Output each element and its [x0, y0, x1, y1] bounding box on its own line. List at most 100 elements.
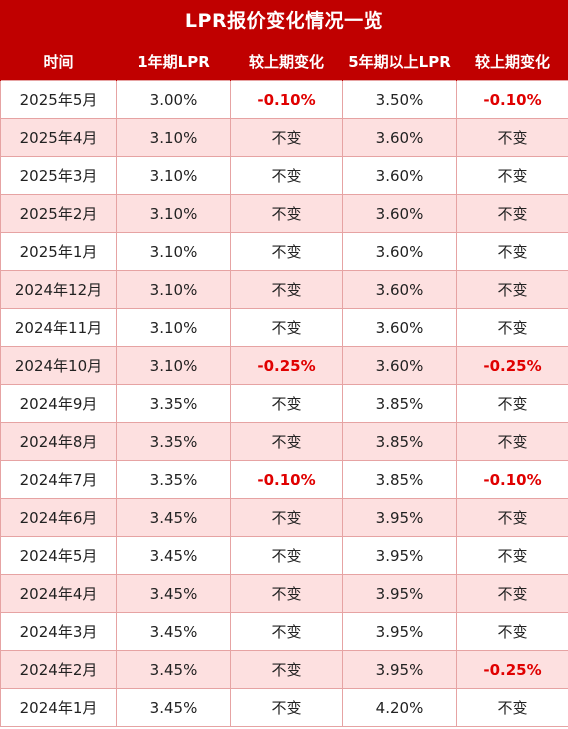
cell-change5: 不变 — [456, 498, 568, 537]
cell-lpr1: 3.45% — [116, 536, 231, 575]
cell-change5: 不变 — [456, 574, 568, 613]
cell-change1: 不变 — [230, 574, 343, 613]
cell-date: 2024年7月 — [0, 460, 117, 499]
cell-lpr1: 3.10% — [116, 270, 231, 309]
cell-change5: -0.25% — [456, 346, 568, 385]
cell-lpr5: 3.60% — [342, 346, 457, 385]
cell-lpr5: 3.50% — [342, 80, 457, 119]
cell-date: 2025年4月 — [0, 118, 117, 157]
header-change5: 较上期变化 — [456, 42, 568, 81]
cell-lpr1: 3.45% — [116, 574, 231, 613]
cell-change5: -0.10% — [456, 80, 568, 119]
cell-change1: 不变 — [230, 270, 343, 309]
table-row: 2024年9月 3.35% 不变 3.85% 不变 — [0, 384, 568, 423]
cell-lpr5: 3.95% — [342, 498, 457, 537]
cell-date: 2024年12月 — [0, 270, 117, 309]
cell-lpr5: 3.95% — [342, 650, 457, 689]
cell-change1: -0.10% — [230, 460, 343, 499]
cell-change5: 不变 — [456, 232, 568, 271]
cell-date: 2024年5月 — [0, 536, 117, 575]
cell-change1: 不变 — [230, 118, 343, 157]
cell-change5: 不变 — [456, 422, 568, 461]
cell-date: 2025年2月 — [0, 194, 117, 233]
table-row: 2024年8月 3.35% 不变 3.85% 不变 — [0, 422, 568, 461]
table-row: 2025年2月 3.10% 不变 3.60% 不变 — [0, 194, 568, 233]
cell-date: 2025年3月 — [0, 156, 117, 195]
cell-change1: 不变 — [230, 688, 343, 727]
table-row: 2024年5月 3.45% 不变 3.95% 不变 — [0, 536, 568, 575]
header-lpr1: 1年期LPR — [116, 42, 231, 81]
table-row: 2024年12月 3.10% 不变 3.60% 不变 — [0, 270, 568, 309]
cell-lpr1: 3.35% — [116, 384, 231, 423]
cell-lpr5: 3.60% — [342, 156, 457, 195]
cell-change5: 不变 — [456, 536, 568, 575]
table-row: 2024年3月 3.45% 不变 3.95% 不变 — [0, 612, 568, 651]
cell-change5: 不变 — [456, 270, 568, 309]
cell-date: 2024年4月 — [0, 574, 117, 613]
cell-date: 2024年6月 — [0, 498, 117, 537]
cell-lpr1: 3.10% — [116, 156, 231, 195]
cell-date: 2024年10月 — [0, 346, 117, 385]
cell-lpr1: 3.10% — [116, 308, 231, 347]
cell-lpr5: 3.95% — [342, 612, 457, 651]
cell-change5: 不变 — [456, 194, 568, 233]
cell-date: 2024年9月 — [0, 384, 117, 423]
cell-lpr1: 3.10% — [116, 118, 231, 157]
table-row: 2024年1月 3.45% 不变 4.20% 不变 — [0, 688, 568, 727]
cell-lpr5: 3.85% — [342, 384, 457, 423]
cell-lpr5: 3.60% — [342, 118, 457, 157]
table-row: 2024年4月 3.45% 不变 3.95% 不变 — [0, 574, 568, 613]
cell-change1: 不变 — [230, 156, 343, 195]
table-title: LPR报价变化情况一览 — [0, 0, 568, 42]
table-row: 2025年4月 3.10% 不变 3.60% 不变 — [0, 118, 568, 157]
table-row: 2025年1月 3.10% 不变 3.60% 不变 — [0, 232, 568, 271]
cell-date: 2024年1月 — [0, 688, 117, 727]
table-row: 2024年10月 3.10% -0.25% 3.60% -0.25% — [0, 346, 568, 385]
cell-change5: 不变 — [456, 118, 568, 157]
cell-lpr1: 3.35% — [116, 422, 231, 461]
header-lpr5: 5年期以上LPR — [342, 42, 457, 81]
cell-change1: 不变 — [230, 308, 343, 347]
cell-date: 2025年5月 — [0, 80, 117, 119]
cell-change5: -0.25% — [456, 650, 568, 689]
cell-date: 2025年1月 — [0, 232, 117, 271]
cell-change1: 不变 — [230, 384, 343, 423]
cell-change1: 不变 — [230, 612, 343, 651]
header-date: 时间 — [0, 42, 117, 81]
cell-change1: 不变 — [230, 650, 343, 689]
cell-lpr1: 3.45% — [116, 650, 231, 689]
cell-lpr5: 3.60% — [342, 194, 457, 233]
cell-change5: 不变 — [456, 612, 568, 651]
table-row: 2024年11月 3.10% 不变 3.60% 不变 — [0, 308, 568, 347]
cell-lpr5: 3.60% — [342, 270, 457, 309]
cell-lpr1: 3.45% — [116, 612, 231, 651]
cell-change5: 不变 — [456, 308, 568, 347]
table-row: 2024年6月 3.45% 不变 3.95% 不变 — [0, 498, 568, 537]
cell-change1: 不变 — [230, 498, 343, 537]
table-row: 2025年5月 3.00% -0.10% 3.50% -0.10% — [0, 80, 568, 119]
cell-lpr5: 3.85% — [342, 460, 457, 499]
table-row: 2025年3月 3.10% 不变 3.60% 不变 — [0, 156, 568, 195]
cell-date: 2024年8月 — [0, 422, 117, 461]
cell-lpr5: 3.95% — [342, 536, 457, 575]
lpr-table: 时间 1年期LPR 较上期变化 5年期以上LPR 较上期变化 2025年5月 3.… — [0, 42, 568, 727]
cell-lpr5: 3.60% — [342, 308, 457, 347]
cell-change1: -0.10% — [230, 80, 343, 119]
cell-change1: 不变 — [230, 232, 343, 271]
cell-change1: -0.25% — [230, 346, 343, 385]
cell-change5: 不变 — [456, 688, 568, 727]
table-row: 2024年2月 3.45% 不变 3.95% -0.25% — [0, 650, 568, 689]
cell-date: 2024年2月 — [0, 650, 117, 689]
cell-change1: 不变 — [230, 194, 343, 233]
cell-change5: 不变 — [456, 384, 568, 423]
cell-lpr1: 3.45% — [116, 688, 231, 727]
cell-date: 2024年11月 — [0, 308, 117, 347]
cell-lpr1: 3.00% — [116, 80, 231, 119]
table-row: 2024年7月 3.35% -0.10% 3.85% -0.10% — [0, 460, 568, 499]
cell-lpr1: 3.10% — [116, 194, 231, 233]
cell-lpr5: 3.95% — [342, 574, 457, 613]
table-body: 2025年5月 3.00% -0.10% 3.50% -0.10% 2025年4月 3.10… — [0, 80, 568, 727]
cell-change5: -0.10% — [456, 460, 568, 499]
cell-change5: 不变 — [456, 156, 568, 195]
